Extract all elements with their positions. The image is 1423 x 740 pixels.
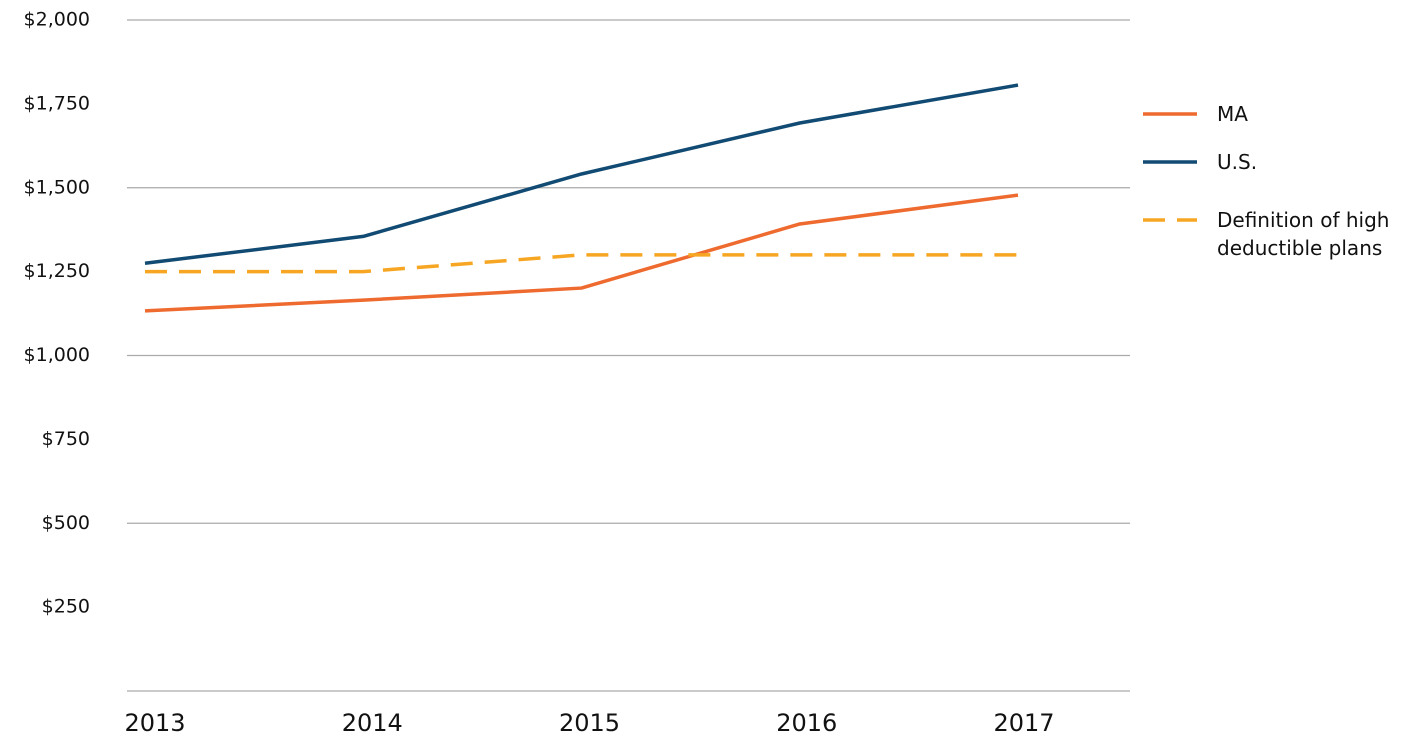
- x-tick-label: 2015: [559, 709, 620, 737]
- x-tick-label: 2013: [124, 709, 185, 737]
- legend-swatch: [1143, 160, 1197, 164]
- y-tick-label: $500: [42, 512, 90, 534]
- x-tick-label: 2016: [776, 709, 837, 737]
- legend-item: MA: [1143, 100, 1422, 128]
- y-tick-label: $1,750: [24, 92, 90, 114]
- series-line: [144, 193, 1019, 313]
- series-line: [145, 253, 1018, 274]
- y-tick-label: $1,500: [24, 176, 90, 198]
- legend-label: Definition of high deductible plans: [1217, 208, 1390, 260]
- legend-label: MA: [1217, 102, 1248, 126]
- legend-swatch: [1143, 218, 1197, 222]
- x-tick-label: 2017: [993, 709, 1054, 737]
- legend-item: Definition of high deductible plans: [1143, 206, 1422, 262]
- y-tick-label: $1,000: [24, 344, 90, 366]
- y-tick-label: $1,250: [24, 260, 90, 282]
- series-line: [144, 83, 1019, 265]
- x-tick-label: 2014: [342, 709, 403, 737]
- y-tick-label: $250: [42, 596, 90, 618]
- legend-item: U.S.: [1143, 148, 1422, 176]
- legend-label: U.S.: [1217, 150, 1258, 174]
- y-tick-label: $750: [42, 428, 90, 450]
- legend-swatch: [1143, 112, 1197, 116]
- y-tick-label: $2,000: [24, 9, 90, 31]
